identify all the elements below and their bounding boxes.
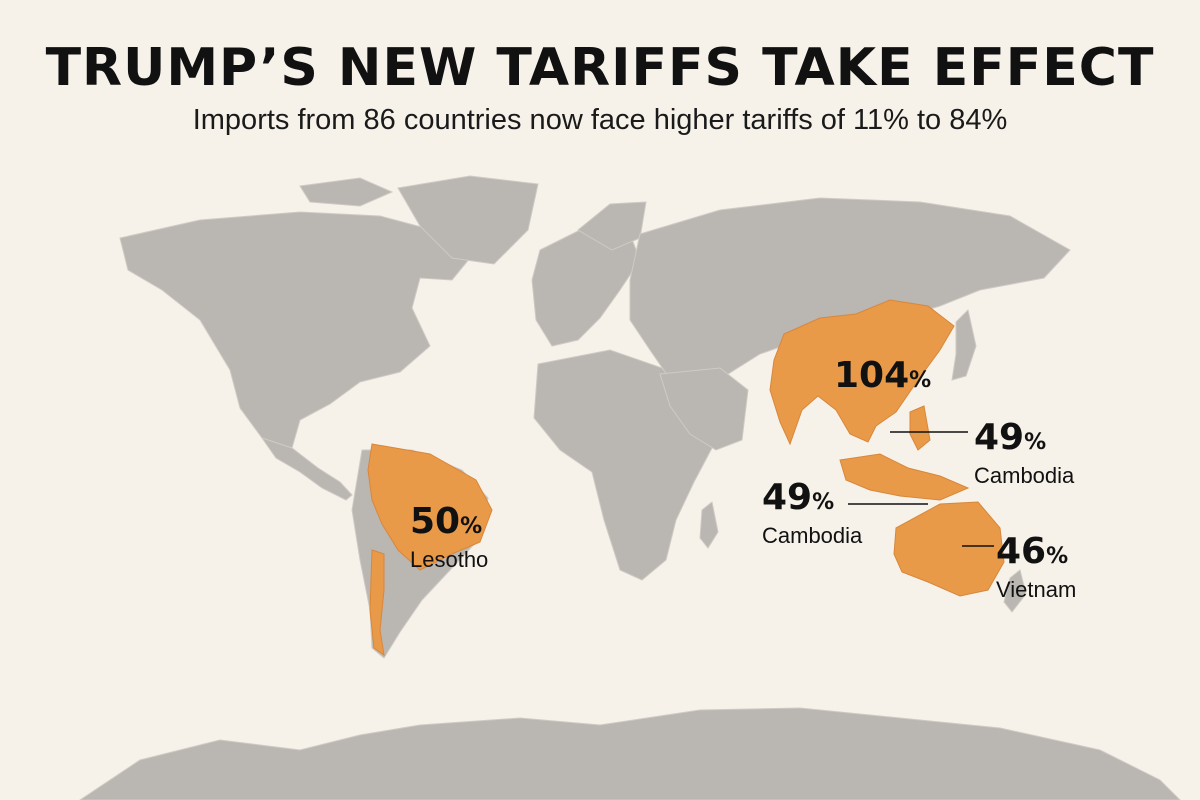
arctic-islands-landmass [299, 177, 394, 207]
north-america-landmass [119, 211, 471, 449]
scandinavia-landmass [577, 201, 647, 251]
world-map-canvas [79, 175, 1181, 800]
greenland-landmass [397, 175, 539, 265]
callout-value: 49% [974, 417, 1047, 458]
central-america-landmass [260, 437, 353, 501]
callout-cambodia-east: 49% Cambodia [974, 418, 1074, 489]
map-subtitle: Imports from 86 countries now face highe… [192, 104, 1008, 136]
callout-value: 50% [410, 501, 483, 542]
australia-highlight [893, 501, 1005, 597]
chile-highlight [369, 549, 385, 657]
world-map: 104% 49% Cambodia 49% Cambodia 46% Vietn… [0, 150, 1200, 800]
callout-country-name: Cambodia [974, 463, 1075, 488]
antarctica-landmass [79, 707, 1181, 800]
callout-value: 104% [834, 355, 932, 396]
china-highlight [769, 299, 955, 446]
callout-cambodia-west: 49% Cambodia [762, 478, 862, 549]
callout-value: 49% [762, 477, 835, 518]
callout-country-name: Lesotho [410, 547, 489, 572]
callout-china: 104% [834, 356, 931, 401]
indonesia-highlight [839, 453, 970, 501]
europe-landmass [531, 229, 641, 347]
japan-landmass [951, 309, 977, 381]
map-title: TRUMP’S NEW TARIFFS TAKE EFFECT [45, 38, 1155, 98]
callout-country-name: Cambodia [762, 523, 863, 548]
callout-vietnam: 46% Vietnam [996, 532, 1076, 603]
new-zealand-landmass [1003, 569, 1027, 613]
callout-value: 46% [996, 531, 1069, 572]
brazil-highlight [367, 443, 493, 571]
philippines-highlight [909, 405, 931, 451]
callout-lesotho: 50% Lesotho [410, 502, 488, 573]
madagascar-landmass [699, 501, 719, 549]
callout-country-name: Vietnam [996, 577, 1077, 602]
middle-east-landmass [659, 367, 749, 451]
